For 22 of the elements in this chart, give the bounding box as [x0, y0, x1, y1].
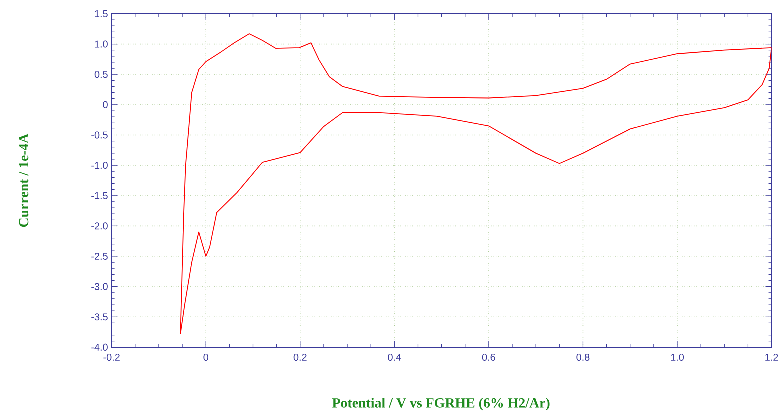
y-tick-label: 0.5	[94, 70, 108, 78]
x-tick-label: -0.2	[104, 354, 120, 361]
x-tick-label: 0.4	[388, 354, 402, 361]
y-tick-label: 1.5	[95, 10, 108, 18]
y-tick-label: -0.5	[92, 132, 108, 139]
x-tick-label: 0	[204, 354, 208, 361]
x-tick-label: 0.2	[294, 354, 307, 361]
y-tick-label: -3.0	[92, 283, 108, 290]
y-axis-title: Current / 1e-4A	[19, 134, 29, 227]
x-tick-label: 1.0	[671, 354, 684, 361]
y-tick-label: -2.5	[92, 252, 108, 260]
x-tick-label: 0.8	[576, 354, 590, 361]
y-tick-label: -3.5	[92, 313, 108, 320]
y-tick-label: -2.0	[92, 222, 108, 230]
y-tick-label: -4.0	[92, 344, 108, 351]
y-tick-label: -1.5	[92, 192, 108, 200]
x-tick-label: 0.6	[482, 354, 496, 361]
x-tick-label: 1.2	[766, 354, 778, 361]
y-tick-label: 1.0	[95, 40, 108, 48]
x-axis-title: Potential / V vs FGRHE (6% H2/Ar)	[332, 398, 550, 411]
y-tick-label: 0	[103, 101, 108, 108]
y-tick-label: -1.0	[92, 162, 108, 169]
